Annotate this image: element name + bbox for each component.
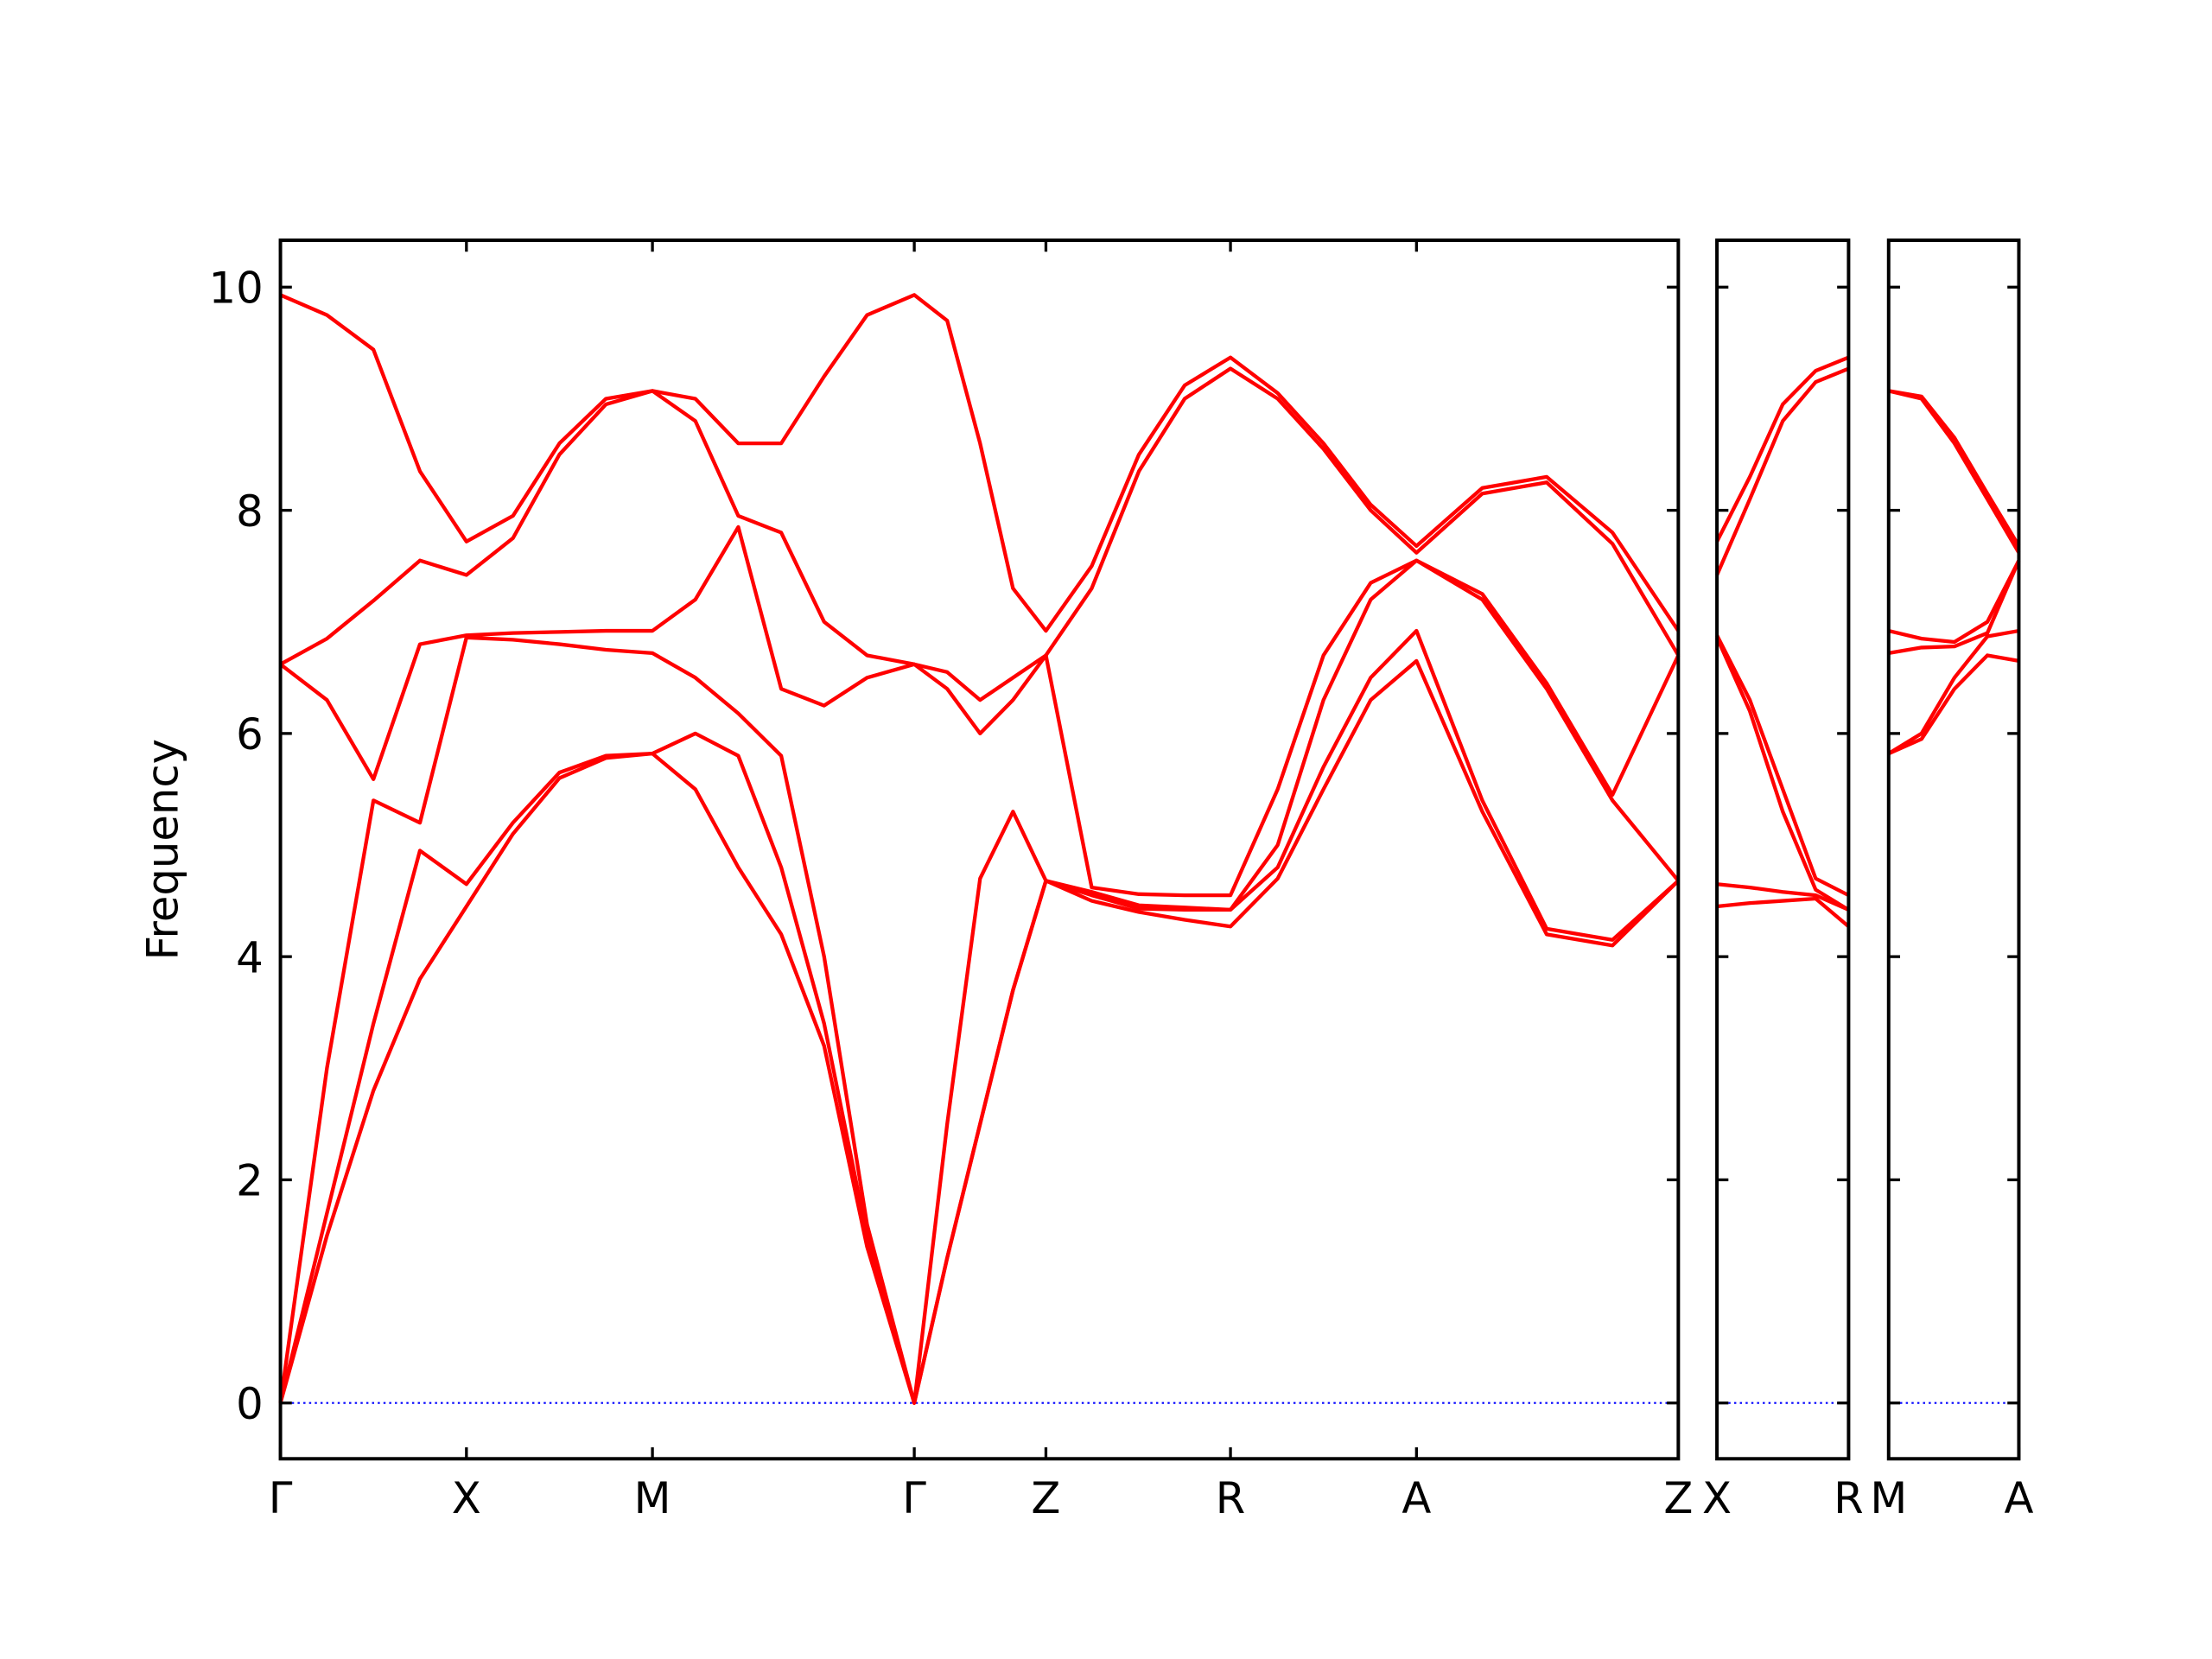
band-line [279,366,1681,702]
band-line [1715,366,1850,576]
y-axis-label: Frequency [137,739,188,960]
x-tick-label: X [452,1473,481,1523]
axes-frame [1886,238,2021,1461]
x-tick-label: Z [1663,1473,1693,1523]
x-tick-label: M [634,1473,671,1523]
band-line [1888,559,2021,656]
y-tick-label: 4 [236,932,264,982]
x-tick-label: A [1402,1473,1431,1523]
x-tick-label: A [2004,1473,2033,1523]
x-tick-label: R [1834,1473,1864,1523]
axes-frame [278,238,1681,1461]
x-tick-label: X [1702,1473,1732,1523]
band-line [1715,634,1850,898]
x-tick-label: Z [1031,1473,1060,1523]
x-tick-label: Γ [269,1473,293,1523]
band-line [1888,389,2021,554]
axes-frame [1715,238,1851,1461]
band-line [278,658,1680,1405]
x-tick-label: M [1870,1473,1907,1523]
band-line [279,293,1681,633]
band-line [1716,882,1850,912]
band-line [1887,653,2019,756]
band-line [1716,896,1850,928]
band-line [1888,389,2021,548]
band-line [1888,559,2021,645]
band-line [278,558,1681,1405]
band-line [278,628,1680,1405]
band-line [279,524,1681,898]
y-tick-label: 6 [236,709,264,760]
band-line [1715,355,1850,543]
x-tick-label: R [1216,1473,1246,1523]
y-tick-label: 8 [236,486,264,537]
y-tick-label: 2 [236,1156,264,1206]
x-tick-label: Γ [902,1473,926,1523]
band-line [1887,628,2019,755]
y-tick-label: 0 [236,1379,264,1429]
band-line [1715,636,1850,912]
y-tick-label: 10 [208,264,263,314]
